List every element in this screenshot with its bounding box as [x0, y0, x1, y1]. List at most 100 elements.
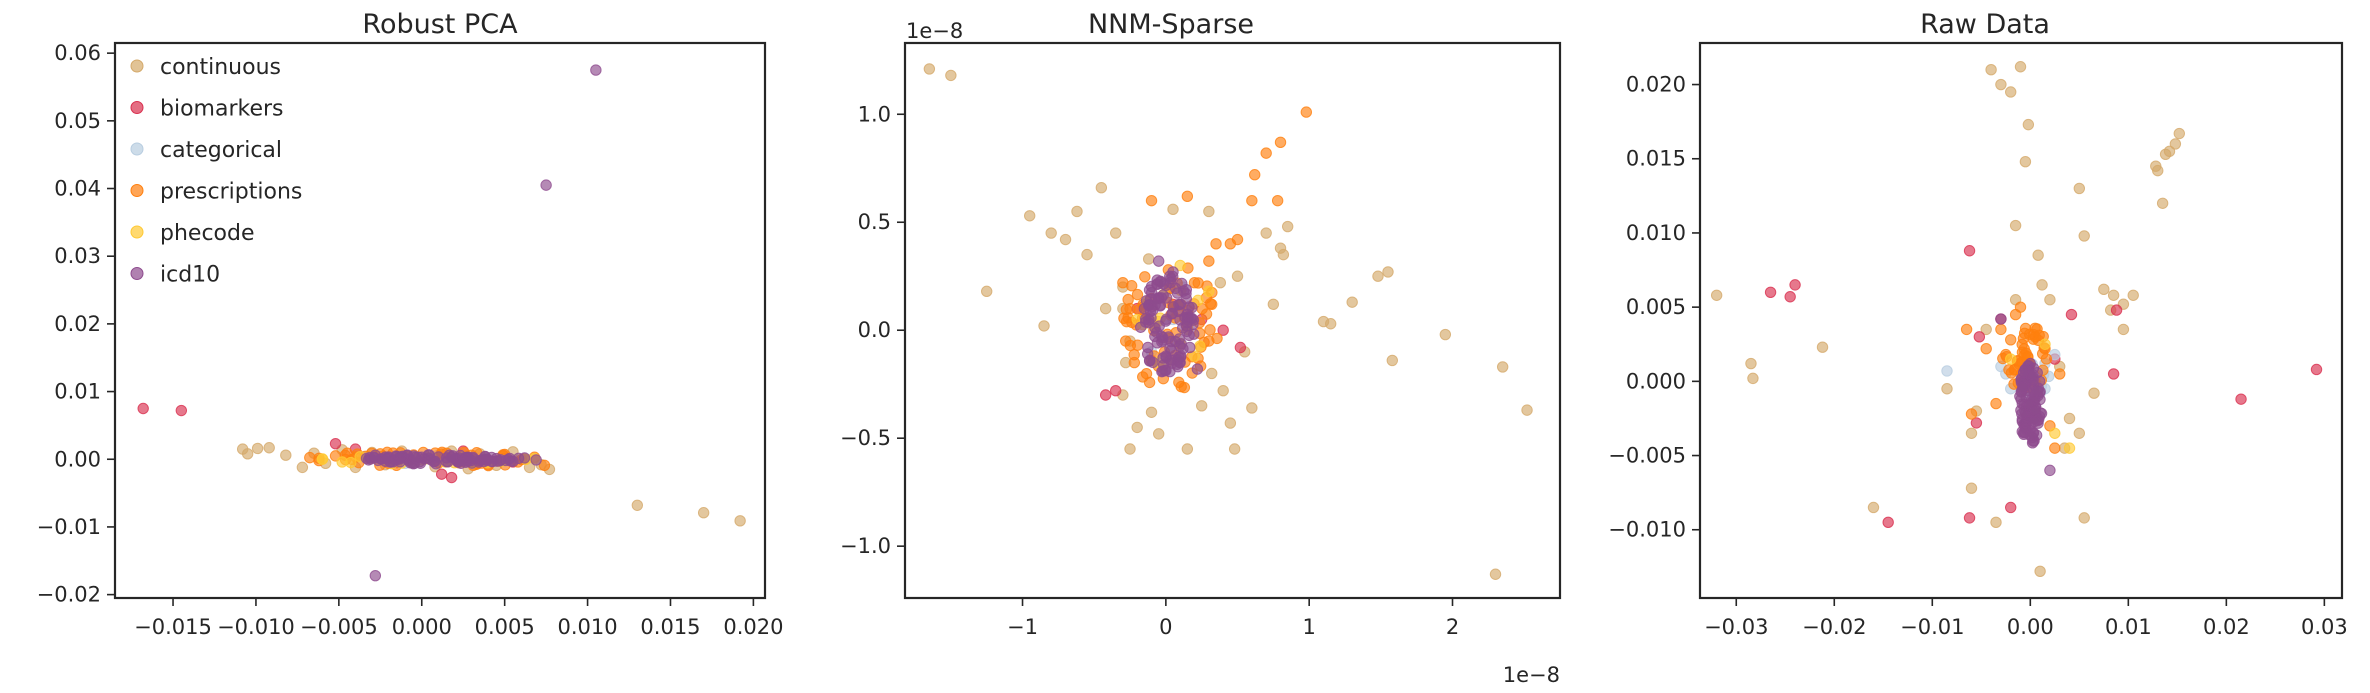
point-phecode [1194, 340, 1206, 352]
point-continuous [1985, 64, 1997, 76]
point-biomarkers [1963, 245, 1976, 257]
point-icd10 [479, 451, 491, 463]
legend: continuous biomarkers categorical prescript… [130, 55, 302, 288]
point-phecode [1174, 259, 1186, 272]
point-prescriptions [2005, 367, 2018, 379]
point-icd10 [380, 453, 392, 465]
point-continuous [631, 499, 644, 511]
point-continuous [2156, 197, 2169, 209]
point-icd10 [1143, 355, 1156, 367]
legend-marker-categorical [130, 142, 144, 156]
x-tick-label: 0.020 [723, 615, 783, 639]
point-continuous [2073, 182, 2086, 195]
point-continuous [1023, 210, 1036, 222]
point-continuous [980, 285, 993, 298]
legend-label: continuous [160, 55, 281, 80]
x-tick-label: −0.015 [134, 615, 212, 639]
y-tick-label: 0.02 [54, 312, 101, 336]
point-continuous [1224, 417, 1237, 429]
y-tick-label: 0.03 [54, 244, 101, 268]
point-icd10 [512, 452, 525, 465]
legend-marker-icd10 [130, 267, 144, 280]
point-icd10 [1186, 301, 1198, 314]
point-icd10 [1187, 314, 1200, 326]
point-icd10 [1174, 314, 1186, 326]
point-continuous [1124, 443, 1136, 455]
point-icd10 [2017, 366, 2030, 379]
x-tick-label: 0.000 [392, 615, 452, 639]
point-biomarkers [1973, 331, 1986, 343]
scatter-points [137, 64, 746, 582]
point-continuous [2098, 283, 2110, 296]
point-continuous [1260, 227, 1272, 239]
x-tick-label: 0.005 [475, 615, 535, 639]
point-biomarkers [2065, 308, 2078, 321]
point-icd10 [2016, 408, 2028, 420]
point-icd10 [2027, 368, 2039, 381]
point-continuous [1267, 298, 1280, 311]
plot-frame [1698, 41, 2344, 600]
point-biomarkers [1963, 512, 1976, 524]
x-tick-label: −1 [1007, 615, 1038, 639]
point-prescriptions [1995, 323, 2007, 336]
y-tick-label: 0.06 [54, 41, 101, 65]
point-continuous [2173, 127, 2185, 140]
point-prescriptions [1211, 332, 1223, 345]
x-tick-label: 0.015 [640, 615, 700, 639]
y-tick-label: −0.005 [1608, 444, 1686, 468]
point-continuous [1059, 233, 1072, 246]
point-continuous [1038, 320, 1050, 332]
point-prescriptions [1246, 194, 1258, 207]
point-continuous [1995, 78, 2007, 91]
point-icd10 [409, 451, 422, 464]
point-continuous [1203, 205, 1215, 218]
point-continuous [280, 449, 292, 461]
x-tick-label: −0.005 [300, 615, 378, 639]
point-biomarkers [175, 404, 188, 417]
point-phecode [316, 453, 329, 465]
point-prescriptions [1300, 106, 1313, 118]
point-prescriptions [1980, 342, 1992, 355]
point-prescriptions [1131, 288, 1144, 301]
point-icd10 [530, 454, 542, 466]
point-icd10 [1167, 270, 1179, 283]
point-continuous [1867, 501, 1880, 514]
point-icd10 [1164, 342, 1176, 355]
point-continuous [1386, 354, 1399, 367]
point-biomarkers [2107, 368, 2120, 380]
x-tick-label: 0.03 [2301, 615, 2348, 639]
legend-marker-biomarkers [130, 101, 144, 114]
chart-title: Raw Data [1920, 9, 2050, 40]
point-icd10 [445, 451, 458, 463]
point-categorical [1941, 365, 1953, 377]
point-continuous [1142, 253, 1155, 265]
point-biomarkers [445, 471, 458, 484]
point-continuous [1745, 357, 1757, 370]
point-continuous [2032, 249, 2044, 261]
point-icd10 [423, 452, 435, 464]
point-icd10 [1184, 341, 1196, 354]
y-tick-label: −0.02 [37, 583, 101, 607]
point-continuous [734, 515, 746, 527]
y-tick-label: 0.020 [1626, 73, 1686, 97]
point-icd10 [1145, 286, 1158, 299]
point-icd10 [2029, 404, 2042, 416]
point-prescriptions [2040, 353, 2053, 365]
y-tick-label: −0.010 [1608, 518, 1686, 542]
point-continuous [296, 461, 309, 474]
point-prescriptions [1122, 293, 1134, 306]
point-biomarkers [137, 402, 149, 415]
point-continuous [1489, 568, 1502, 580]
point-continuous [2127, 289, 2139, 301]
point-prescriptions [1175, 380, 1187, 393]
point-continuous [1747, 372, 1759, 385]
point-continuous [1231, 270, 1244, 282]
y-tick-label: 0.0 [858, 318, 891, 342]
point-continuous [1521, 404, 1533, 416]
point-prescriptions [1139, 271, 1151, 283]
legend-marker-phecode [130, 225, 144, 239]
point-prescriptions [1990, 397, 2002, 410]
point-icd10 [455, 457, 467, 469]
point-icd10 [1142, 341, 1154, 354]
point-prescriptions [1181, 190, 1194, 203]
